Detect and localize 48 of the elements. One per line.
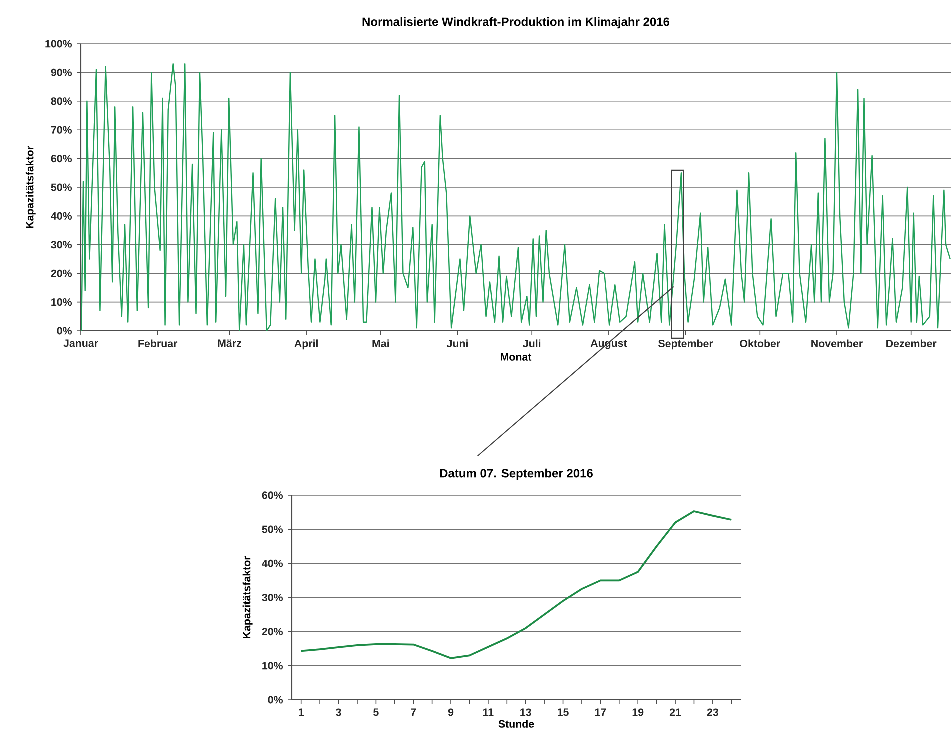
x-tick-label: 23 — [707, 708, 718, 716]
x-tick-label: 15 — [558, 708, 569, 716]
y-tick-label: 50% — [51, 184, 72, 192]
x-tick-label: Mai — [372, 340, 390, 348]
x-axis-title: Stunde — [498, 720, 534, 728]
x-tick-label: 21 — [670, 708, 682, 716]
y-tick-label: 90% — [51, 68, 72, 76]
x-axis-title: Monat — [501, 353, 532, 361]
y-tick-label: 70% — [51, 126, 72, 134]
x-tick-label: 13 — [520, 708, 532, 716]
y-tick-label: 60% — [51, 155, 72, 163]
y-tick-label: 80% — [51, 98, 72, 106]
x-tick-label: 7 — [411, 708, 416, 716]
y-tick-label: 40% — [51, 212, 72, 220]
y-tick-label: 20% — [51, 270, 72, 278]
y-axis-title: Kapazitätsfaktor — [242, 556, 253, 639]
x-tick-label: März — [218, 340, 242, 348]
x-tick-label: 11 — [483, 708, 494, 716]
y-tick-label: 100% — [46, 40, 72, 48]
x-tick-label: 5 — [374, 708, 379, 716]
x-tick-label: 1 — [299, 708, 304, 716]
x-tick-label: Februar — [138, 340, 178, 348]
y-tick-label: 10% — [262, 662, 284, 670]
x-tick-label: Dezember — [886, 340, 937, 348]
x-tick-label: November — [812, 340, 863, 348]
chart-title: Datum 07. September 2016 — [440, 468, 593, 480]
line-series — [300, 510, 733, 660]
y-tick-label: 10% — [52, 298, 72, 306]
y-tick-label: 0% — [268, 696, 284, 704]
y-axis-title: Kapazitätsfaktor — [26, 146, 36, 228]
x-tick-label: April — [294, 340, 318, 350]
y-tick-label: 60% — [262, 492, 284, 500]
x-tick-label: September — [658, 340, 714, 350]
x-tick-label: Juli — [523, 340, 541, 348]
y-tick-label: 50% — [262, 526, 284, 534]
x-tick-label: Juni — [446, 340, 468, 348]
x-tick-label: 3 — [336, 708, 342, 716]
y-tick-label: 20% — [262, 628, 284, 636]
x-tick-label: Januar — [64, 340, 98, 348]
chart-title: Normalisierte Windkraft-Produktion im Klimajahr 2016 — [362, 17, 670, 29]
x-tick-label: 9 — [448, 708, 454, 716]
x-tick-label: Oktober — [740, 340, 780, 348]
y-tick-label: 30% — [262, 594, 284, 602]
y-tick-label: 0% — [57, 327, 72, 335]
y-tick-label: 30% — [51, 241, 72, 249]
y-tick-label: 40% — [262, 560, 284, 568]
x-tick-label: 17 — [595, 708, 606, 716]
x-tick-label: 19 — [632, 708, 644, 716]
